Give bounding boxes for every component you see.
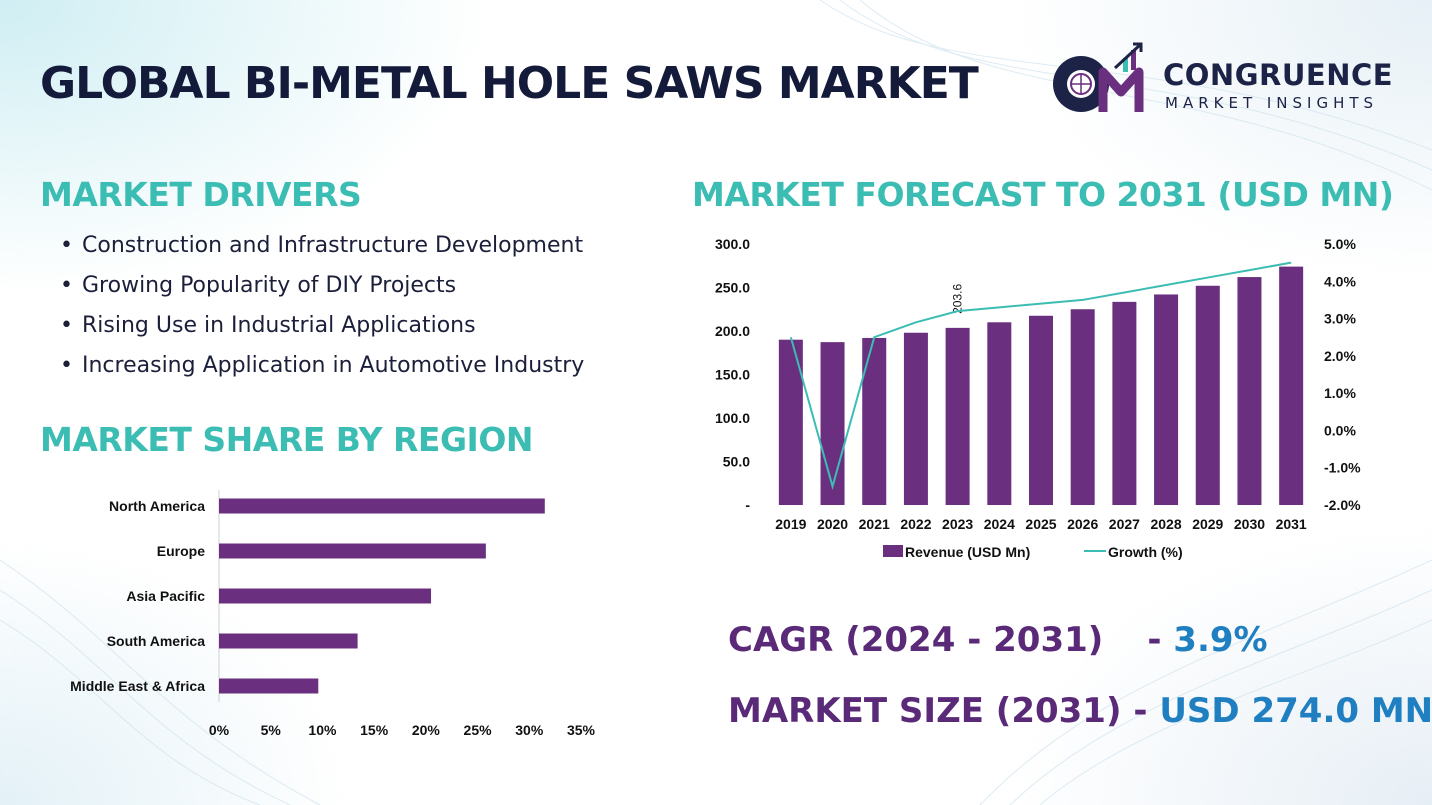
driver-text: Rising Use in Industrial Applications [82,313,476,338]
x-tick-label: 2023 [942,516,973,532]
x-tick-label: 30% [515,722,544,738]
region-title: MARKET SHARE BY REGION [40,420,534,459]
y-right-tick-label: 2.0% [1324,348,1356,364]
x-tick-label: 2026 [1067,516,1098,532]
y-left-tick-label: - [745,497,750,513]
x-tick-label: 10% [308,722,337,738]
list-item: • Increasing Application in Automotive In… [60,353,585,378]
page-title: GLOBAL BI-METAL HOLE SAWS MARKET [40,58,979,109]
x-tick-label: 2024 [984,516,1015,532]
list-item: • Rising Use in Industrial Applications [60,313,476,338]
bar [219,678,319,694]
bar [862,337,887,505]
y-left-tick-label: 250.0 [715,280,750,296]
logo-name: CONGRUENCE [1163,58,1394,92]
y-right-tick-label: -1.0% [1324,460,1361,476]
data-label: 203.6 [951,284,965,314]
list-item: • Construction and Infrastructure Develop… [60,233,584,258]
bar [219,633,358,649]
y-right-tick-label: 4.0% [1324,273,1356,289]
bar [1279,266,1304,505]
market-size-value: USD 274.0 MN [1159,691,1432,731]
driver-text: Construction and Infrastructure Developm… [82,233,584,258]
legend-swatch-revenue [883,545,903,557]
bar [1029,315,1053,505]
list-item: • Growing Popularity of DIY Projects [60,273,457,298]
y-left-tick-label: 200.0 [715,323,750,339]
cagr-separator: - [1147,620,1162,660]
driver-text: Increasing Application in Automotive Ind… [82,353,585,378]
y-right-tick-label: 0.0% [1324,422,1356,438]
bar [903,332,928,505]
bar [1195,285,1220,505]
bar [219,543,486,559]
market-size-row: MARKET SIZE (2031) - USD 274.0 MN [728,691,1432,731]
logo [1045,42,1395,117]
x-tick-label: 2031 [1276,516,1307,532]
bar [219,498,545,514]
x-tick-label: 2029 [1192,516,1223,532]
y-left-tick-label: 150.0 [715,367,750,383]
x-tick-label: 2021 [859,516,890,532]
x-tick-label: 2025 [1025,516,1056,532]
x-tick-label: 2030 [1234,516,1265,532]
cagr-value: 3.9% [1173,620,1268,660]
bar [1070,309,1095,505]
cagr-label: CAGR (2024 - 2031) [728,620,1104,660]
x-tick-label: 20% [412,722,441,738]
category-label: South America [107,633,205,649]
x-tick-label: 15% [360,722,389,738]
x-tick-label: 5% [261,722,282,738]
category-label: Middle East & Africa [70,678,205,694]
bar [987,322,1012,505]
y-right-tick-label: 3.0% [1324,311,1356,327]
x-tick-label: 2027 [1109,516,1140,532]
category-label: North America [109,498,205,514]
x-tick-label: 35% [567,722,596,738]
legend-label-revenue: Revenue (USD Mn) [905,544,1030,560]
legend-label-growth: Growth (%) [1108,544,1183,560]
y-right-tick-label: 5.0% [1324,236,1356,252]
driver-text: Growing Popularity of DIY Projects [82,273,457,298]
bar [1112,301,1137,505]
drivers-title: MARKET DRIVERS [40,175,362,214]
category-label: Europe [157,543,205,559]
bar [1237,277,1262,505]
market-size-separator: - [1133,691,1148,731]
cagr-row: CAGR (2024 - 2031) - 3.9% [728,620,1268,660]
forecast-title: MARKET FORECAST TO 2031 (USD MN) [692,175,1394,214]
category-label: Asia Pacific [126,588,205,604]
y-left-tick-label: 300.0 [715,236,750,252]
y-right-tick-label: -2.0% [1324,497,1361,513]
bar [945,327,970,505]
y-right-tick-label: 1.0% [1324,385,1356,401]
x-tick-label: 0% [209,722,230,738]
bar [820,342,845,505]
y-left-tick-label: 50.0 [723,454,750,470]
logo-tagline: MARKET INSIGHTS [1165,94,1379,112]
bar [219,588,432,604]
bar [1154,294,1179,505]
drivers-list: • Construction and Infrastructure Develop… [60,230,584,390]
y-left-tick-label: 100.0 [715,410,750,426]
x-tick-label: 2022 [900,516,931,532]
x-tick-label: 2019 [775,516,806,532]
x-tick-label: 25% [464,722,493,738]
x-tick-label: 2028 [1150,516,1181,532]
region-share-chart: North America Europe Asia Pacific South Ame… [70,490,596,738]
forecast-chart: - 50.0 100.0 150.0 200.0 250.0 300.0 -2.0% -1.0%… [715,236,1361,560]
market-size-label: MARKET SIZE (2031) [728,691,1122,731]
logo-mark-icon [1053,42,1144,112]
x-tick-label: 2020 [817,516,848,532]
